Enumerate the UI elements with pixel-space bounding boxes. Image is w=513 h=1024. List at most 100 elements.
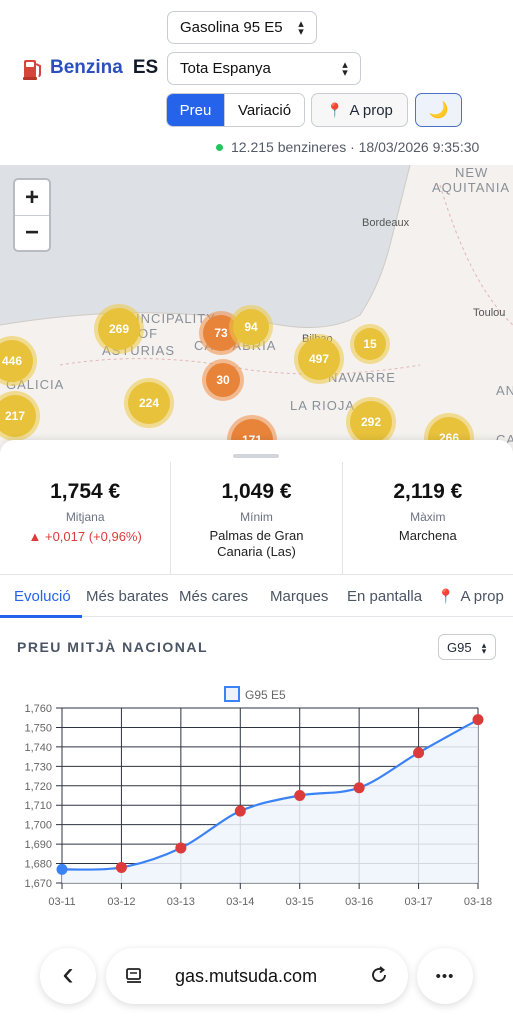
y-tick-label: 1,760	[24, 703, 52, 715]
header: Benzina ES Gasolina 95 E5 ▴ ▾ Tota Espany…	[0, 0, 513, 165]
tab-active-indicator	[0, 615, 82, 618]
status-text: 12.215 benzineres · 18/03/2026 9:35:30	[231, 139, 480, 155]
station-cluster[interactable]: 30	[206, 363, 240, 397]
stat-maximum-place: Marchena	[398, 528, 457, 543]
chart-fuel-select[interactable]: G95 ▴ ▾	[438, 634, 496, 660]
map-label-region: OF	[138, 326, 159, 341]
data-point	[56, 863, 68, 875]
address-bar[interactable]: gas.mutsuda.com	[106, 948, 408, 1004]
station-cluster[interactable]: 224	[128, 382, 170, 424]
chevron-updown-icon: ▴ ▾	[298, 18, 304, 38]
data-point	[115, 861, 127, 873]
pin-icon: 📍	[326, 101, 344, 118]
app-logo[interactable]: Benzina ES	[22, 56, 158, 80]
stat-maximum-label: Màxim	[410, 510, 446, 524]
map-label-region: LA RIOJA	[290, 398, 356, 413]
station-cluster[interactable]: 446	[0, 340, 33, 382]
reload-icon[interactable]	[368, 964, 390, 986]
drag-handle[interactable]	[233, 454, 279, 458]
stat-average-change: ▲ +0,017 (+0,96%)	[28, 529, 142, 544]
app-name: Benzina	[50, 57, 123, 78]
y-tick-label: 1,700	[24, 820, 52, 832]
x-tick-label: 03-16	[345, 896, 373, 908]
tab-en-pantalla[interactable]: En pantalla	[347, 587, 423, 605]
legend-label: G95 E5	[245, 688, 286, 702]
x-tick-label: 03-11	[48, 896, 75, 908]
y-tick-label: 1,740	[24, 742, 52, 754]
data-point	[353, 782, 365, 794]
reader-mode-icon	[126, 968, 141, 983]
station-cluster[interactable]: 217	[0, 395, 36, 437]
stat-minimum-value: 1,049 €	[221, 480, 292, 503]
map-label-region: NAVARRE	[328, 370, 396, 385]
station-cluster[interactable]: 94	[233, 309, 269, 345]
app-country: ES	[132, 57, 159, 78]
near-me-button[interactable]: 📍 A prop	[311, 93, 408, 127]
status-line: 12.215 benzineres · 18/03/2026 9:35:30	[216, 139, 479, 155]
zoom-in-button[interactable]: +	[24, 183, 39, 211]
x-tick-label: 03-14	[226, 896, 254, 908]
data-point	[234, 805, 246, 817]
station-cluster[interactable]: 497	[298, 338, 340, 380]
station-cluster[interactable]: 292	[350, 401, 392, 443]
online-indicator-icon	[216, 143, 223, 151]
data-point	[413, 747, 425, 759]
zoom-out-button[interactable]: −	[15, 215, 49, 250]
price-chart: 1,670 1,680 1,690 1,700 1,710 1,720 1,730 1,740…	[24, 686, 492, 908]
chevron-updown-icon: ▴ ▾	[342, 59, 348, 79]
map-label-region: AQUITANIA	[432, 180, 511, 195]
near-me-label: A prop	[349, 101, 393, 119]
tab-marques[interactable]: Marques	[270, 587, 329, 605]
zoom-control: + −	[13, 178, 51, 252]
stat-average-label: Mitjana	[65, 510, 105, 524]
map-label-region: NEW	[455, 165, 489, 180]
pin-icon: 📍	[437, 587, 455, 604]
region-select-value: Tota Espanya	[180, 60, 271, 77]
map-label-region: GALICIA	[6, 377, 65, 392]
bottom-sheet: 1,754 € Mitjana ▲ +0,017 (+0,96%) 1,049 …	[0, 440, 513, 1024]
url-text: gas.mutsuda.com	[175, 966, 318, 986]
fuel-select[interactable]: Gasolina 95 E5 ▴ ▾	[167, 11, 317, 44]
stat-maximum[interactable]: 2,119 € Màxim Marchena	[341, 462, 513, 574]
stat-minimum[interactable]: 1,049 € Mínim Palmas de Gran Canaria (La…	[170, 462, 341, 574]
tab-evolucio[interactable]: Evolució	[14, 587, 71, 605]
y-tick-label: 1,710	[24, 800, 52, 812]
tab-a-prop[interactable]: 📍 A prop	[437, 575, 504, 617]
tab-a-prop-label: A prop	[460, 587, 504, 605]
mode-variation-button[interactable]: Variació	[224, 94, 304, 126]
back-button[interactable]: ‹	[40, 948, 96, 1004]
data-point	[472, 714, 484, 726]
chart-fuel-select-value: G95	[447, 639, 472, 655]
map-label-region: AN	[496, 383, 513, 398]
section-title: PREU MITJÀ NACIONAL	[17, 639, 209, 655]
station-cluster[interactable]: 15	[354, 328, 386, 360]
stat-minimum-label: Mínim	[240, 510, 273, 524]
price-stats: 1,754 € Mitjana ▲ +0,017 (+0,96%) 1,049 …	[0, 462, 513, 574]
browser-toolbar: ‹ gas.mutsuda.com •••	[0, 930, 513, 1024]
x-tick-label: 03-15	[286, 896, 314, 908]
tab-mes-cares[interactable]: Més cares	[179, 587, 249, 605]
fuel-pump-icon	[23, 60, 41, 80]
data-point	[175, 842, 187, 854]
x-tick-label: 03-17	[405, 896, 433, 908]
tab-bar: Evolució Més barates Més cares Marques E…	[0, 574, 513, 618]
moon-icon: 🌙	[428, 102, 449, 119]
stat-minimum-place: Palmas de Gran Canaria (Las)	[209, 528, 304, 559]
mode-price-button[interactable]: Preu	[167, 94, 224, 126]
more-button[interactable]: •••	[417, 948, 473, 1004]
y-tick-label: 1,680	[24, 859, 52, 871]
region-select[interactable]: Tota Espanya ▴ ▾	[167, 52, 361, 85]
tab-mes-barates[interactable]: Més barates	[86, 587, 169, 605]
y-tick-label: 1,690	[24, 839, 52, 851]
dark-mode-button[interactable]: 🌙	[415, 93, 462, 127]
map-label-region: PRINCIPALITY	[116, 311, 216, 326]
station-cluster[interactable]: 269	[98, 308, 140, 350]
map[interactable]: NEW AQUITANIA Bordeaux Toulou PRINCIPALI…	[0, 165, 513, 455]
stat-maximum-value: 2,119 €	[393, 480, 463, 503]
mode-toggle: Preu Variació	[166, 93, 305, 127]
map-label-city: Toulou	[473, 307, 506, 319]
y-tick-label: 1,750	[24, 722, 52, 734]
chevron-updown-icon: ▴ ▾	[481, 640, 487, 656]
y-tick-label: 1,720	[24, 781, 52, 793]
